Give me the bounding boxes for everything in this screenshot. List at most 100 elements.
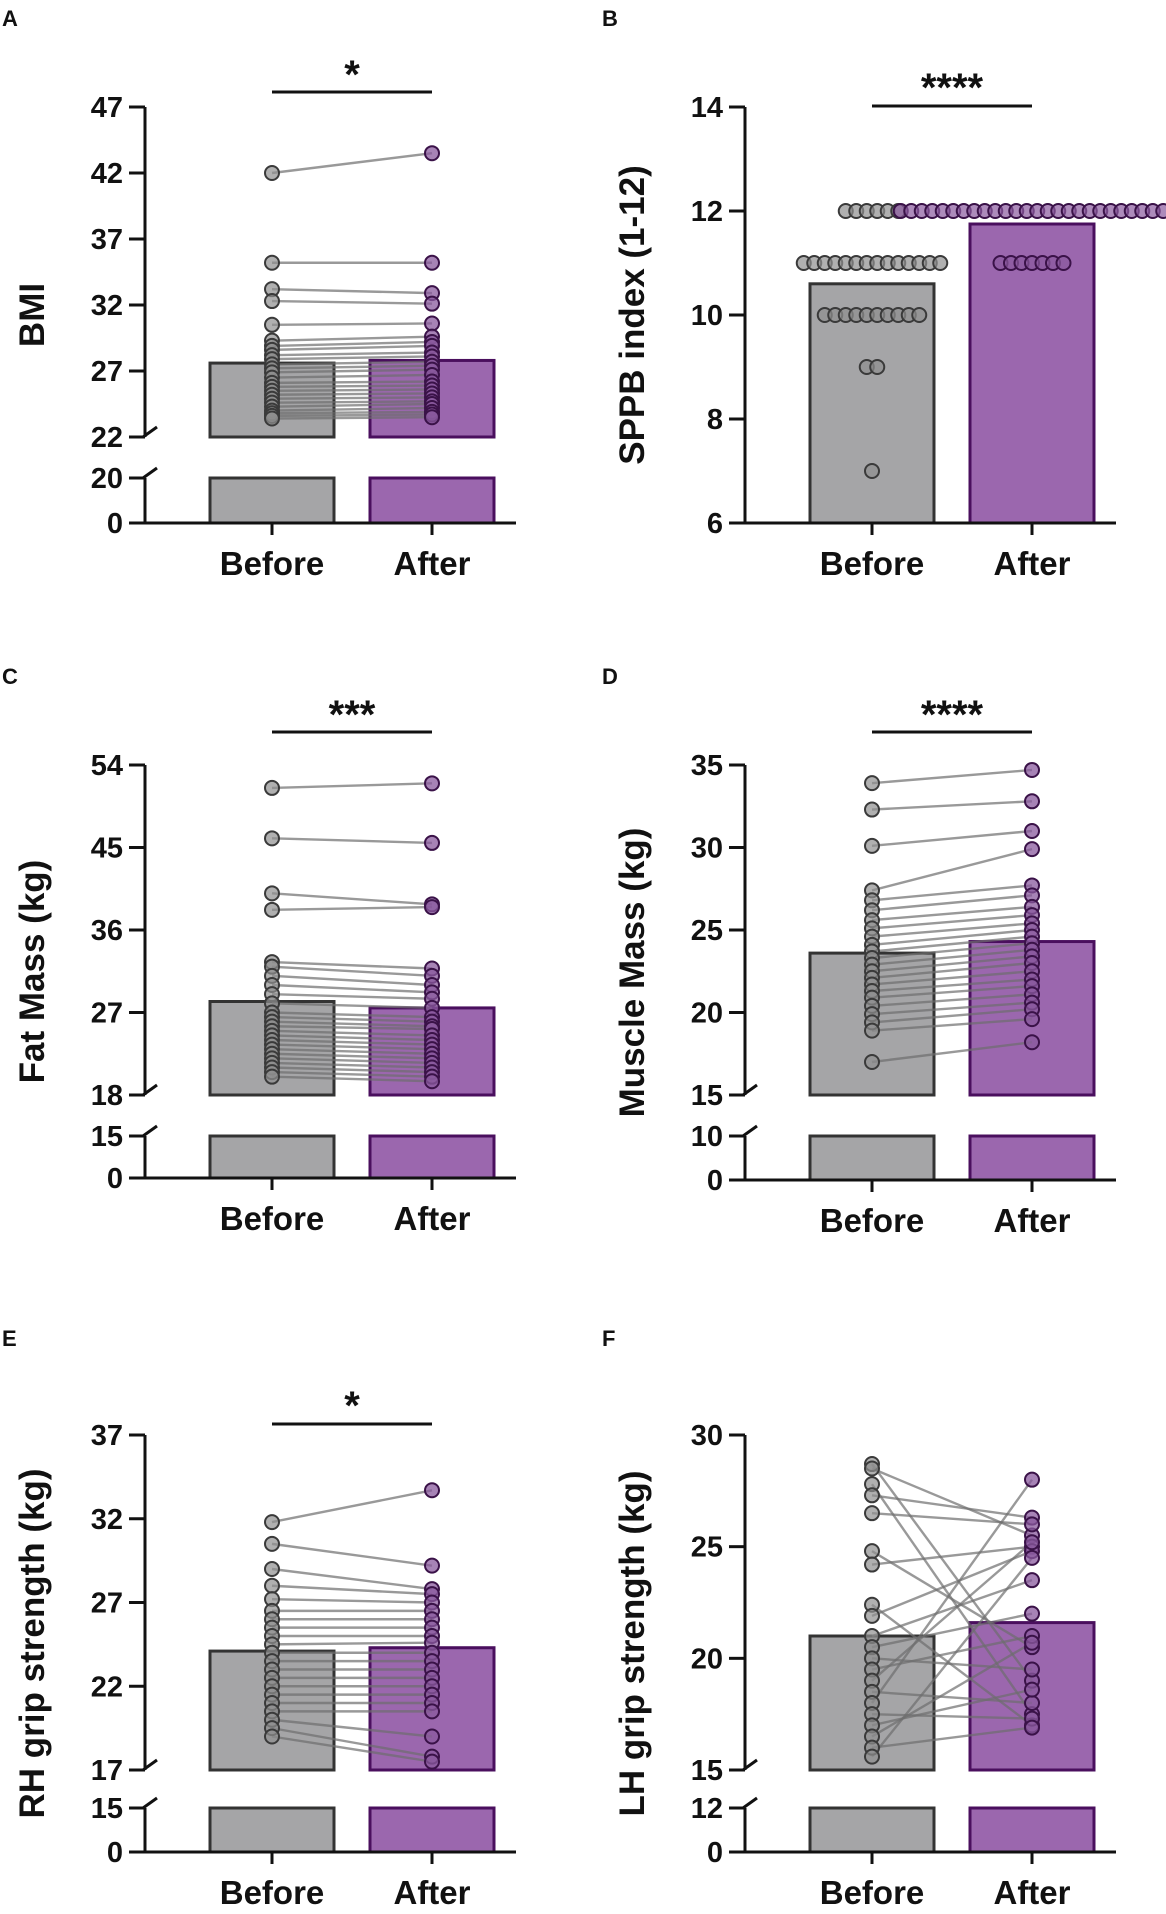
- pair-line: [271, 1038, 433, 1046]
- pair-line: [271, 1025, 433, 1031]
- pair-line: [271, 299, 433, 305]
- pair-line: [871, 970, 1033, 986]
- bar-lower-before: [208, 476, 336, 525]
- y-tick-label: 54: [91, 750, 123, 782]
- y-tick-label: 8: [707, 404, 723, 436]
- after-point: [1055, 255, 1072, 271]
- y-tick-label: 35: [691, 750, 723, 782]
- pair-line: [271, 1489, 433, 1524]
- pair-line: [271, 1011, 433, 1019]
- y-tick-label: 22: [91, 1671, 123, 1703]
- y-tick-label: 17: [91, 1755, 123, 1787]
- pair-line: [871, 1478, 1033, 1704]
- before-point: [864, 837, 880, 854]
- after-point: [424, 1728, 440, 1745]
- pair-line: [271, 1542, 433, 1567]
- before-point: [264, 779, 280, 796]
- pair-line: [871, 1690, 1033, 1705]
- y-axis-label: LH grip strength (kg): [613, 1470, 652, 1816]
- pair-line: [871, 935, 1033, 953]
- significance-label: ***: [329, 693, 376, 737]
- pair-line: [271, 1567, 433, 1591]
- pair-line: [871, 922, 1033, 938]
- pair-line: [871, 1612, 1033, 1649]
- before-point: [264, 410, 280, 427]
- y-tick-label: 22: [91, 422, 123, 454]
- y-tick-label: 27: [91, 356, 123, 388]
- pair-line: [871, 1511, 1033, 1526]
- after-point: [424, 834, 440, 851]
- axis-break-mark: [742, 1796, 758, 1810]
- pair-line: [271, 392, 433, 396]
- pair-line: [271, 1057, 433, 1065]
- pair-line: [871, 1712, 1033, 1720]
- pair-line: [871, 993, 1033, 1008]
- y-tick-label: 32: [91, 290, 123, 322]
- y-tick-label: 15: [691, 1080, 723, 1112]
- x-category-label: Before: [820, 1874, 925, 1911]
- after-point: [1024, 1516, 1040, 1533]
- y-tick-label: 14: [691, 92, 723, 124]
- after-point: [424, 1703, 440, 1720]
- before-point: [264, 293, 280, 310]
- pair-line: [871, 1001, 1033, 1016]
- significance-label: ****: [921, 66, 984, 110]
- pair-line: [871, 847, 1033, 892]
- bar-lower-before: [808, 1134, 936, 1182]
- after-point: [1024, 1572, 1040, 1589]
- x-category-label: Before: [220, 545, 325, 582]
- pair-line: [271, 1029, 433, 1037]
- panel-a: A 22 27 32 37 42 47 0 20 Before After BMI *: [2, 6, 516, 582]
- y-tick-label: 20: [91, 463, 123, 495]
- y-axis-label: BMI: [13, 283, 52, 347]
- before-point: [864, 801, 880, 818]
- panel-letter: E: [2, 1326, 17, 1351]
- after-point: [424, 1482, 440, 1499]
- pair-line: [871, 905, 1033, 922]
- pair-line: [271, 344, 433, 352]
- pair-line: [271, 373, 433, 379]
- pair-line: [871, 928, 1033, 947]
- x-category-label: After: [993, 545, 1070, 582]
- pair-line: [271, 1584, 433, 1596]
- pair-line: [271, 351, 433, 357]
- pair-line: [271, 384, 433, 389]
- y-tick-label: 0: [707, 1837, 723, 1869]
- before-point: [864, 1022, 880, 1039]
- pair-line: [271, 782, 433, 790]
- axis-break-mark: [742, 1124, 758, 1138]
- y-tick-label: 30: [691, 1420, 723, 1452]
- before-point: [264, 901, 280, 918]
- panel-letter: B: [602, 6, 618, 31]
- axis-break-mark: [742, 1758, 758, 1772]
- pair-line: [871, 1017, 1033, 1032]
- y-tick-label: 32: [91, 1504, 123, 1536]
- after-point: [1024, 841, 1040, 858]
- pair-line: [271, 1718, 433, 1738]
- after-point: [424, 254, 440, 271]
- pair-line: [871, 984, 1033, 999]
- after-point: [1024, 1534, 1040, 1551]
- before-point: [864, 1460, 880, 1477]
- after-point: [424, 145, 440, 162]
- pair-line: [871, 942, 1033, 960]
- y-axis-label: Fat Mass (kg): [13, 860, 52, 1084]
- before-point: [264, 1535, 280, 1552]
- pair-line: [871, 800, 1033, 811]
- y-tick-label: 0: [107, 1837, 123, 1869]
- pair-line: [271, 322, 433, 326]
- pair-line: [871, 1726, 1033, 1749]
- after-point: [1155, 203, 1166, 219]
- bar-lower-after: [368, 1806, 496, 1854]
- before-point: [264, 316, 280, 333]
- before-point: [864, 1748, 880, 1765]
- before-point: [864, 1054, 880, 1070]
- x-category-label: After: [993, 1874, 1070, 1911]
- y-axis-label: Muscle Mass (kg): [613, 828, 652, 1118]
- pair-line: [271, 983, 433, 994]
- panel-letter: F: [602, 1326, 615, 1351]
- x-category-label: Before: [820, 545, 925, 582]
- pair-line: [271, 396, 433, 400]
- bar-lower-before: [208, 1806, 336, 1854]
